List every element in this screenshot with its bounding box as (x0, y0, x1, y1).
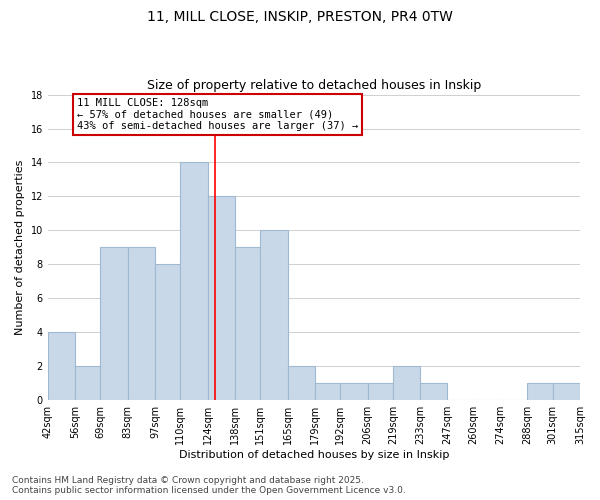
Title: Size of property relative to detached houses in Inskip: Size of property relative to detached ho… (147, 79, 481, 92)
Bar (235, 248, 260, 400)
Bar (208, 196, 235, 400)
Text: Contains HM Land Registry data © Crown copyright and database right 2025.
Contai: Contains HM Land Registry data © Crown c… (12, 476, 406, 495)
Bar (527, 383, 553, 400)
Bar (368, 383, 393, 400)
Bar (340, 383, 368, 400)
Bar (393, 366, 420, 400)
Bar (287, 366, 315, 400)
Bar (420, 383, 448, 400)
Bar (260, 230, 287, 400)
Bar (128, 248, 155, 400)
Bar (315, 383, 340, 400)
X-axis label: Distribution of detached houses by size in Inskip: Distribution of detached houses by size … (179, 450, 449, 460)
Bar (553, 383, 580, 400)
Text: 11, MILL CLOSE, INSKIP, PRESTON, PR4 0TW: 11, MILL CLOSE, INSKIP, PRESTON, PR4 0TW (147, 10, 453, 24)
Bar (48, 332, 75, 400)
Y-axis label: Number of detached properties: Number of detached properties (15, 160, 25, 335)
Bar (155, 264, 181, 400)
Text: 11 MILL CLOSE: 128sqm
← 57% of detached houses are smaller (49)
43% of semi-deta: 11 MILL CLOSE: 128sqm ← 57% of detached … (77, 98, 358, 131)
Bar (181, 162, 208, 400)
Bar (75, 366, 100, 400)
Bar (100, 248, 128, 400)
